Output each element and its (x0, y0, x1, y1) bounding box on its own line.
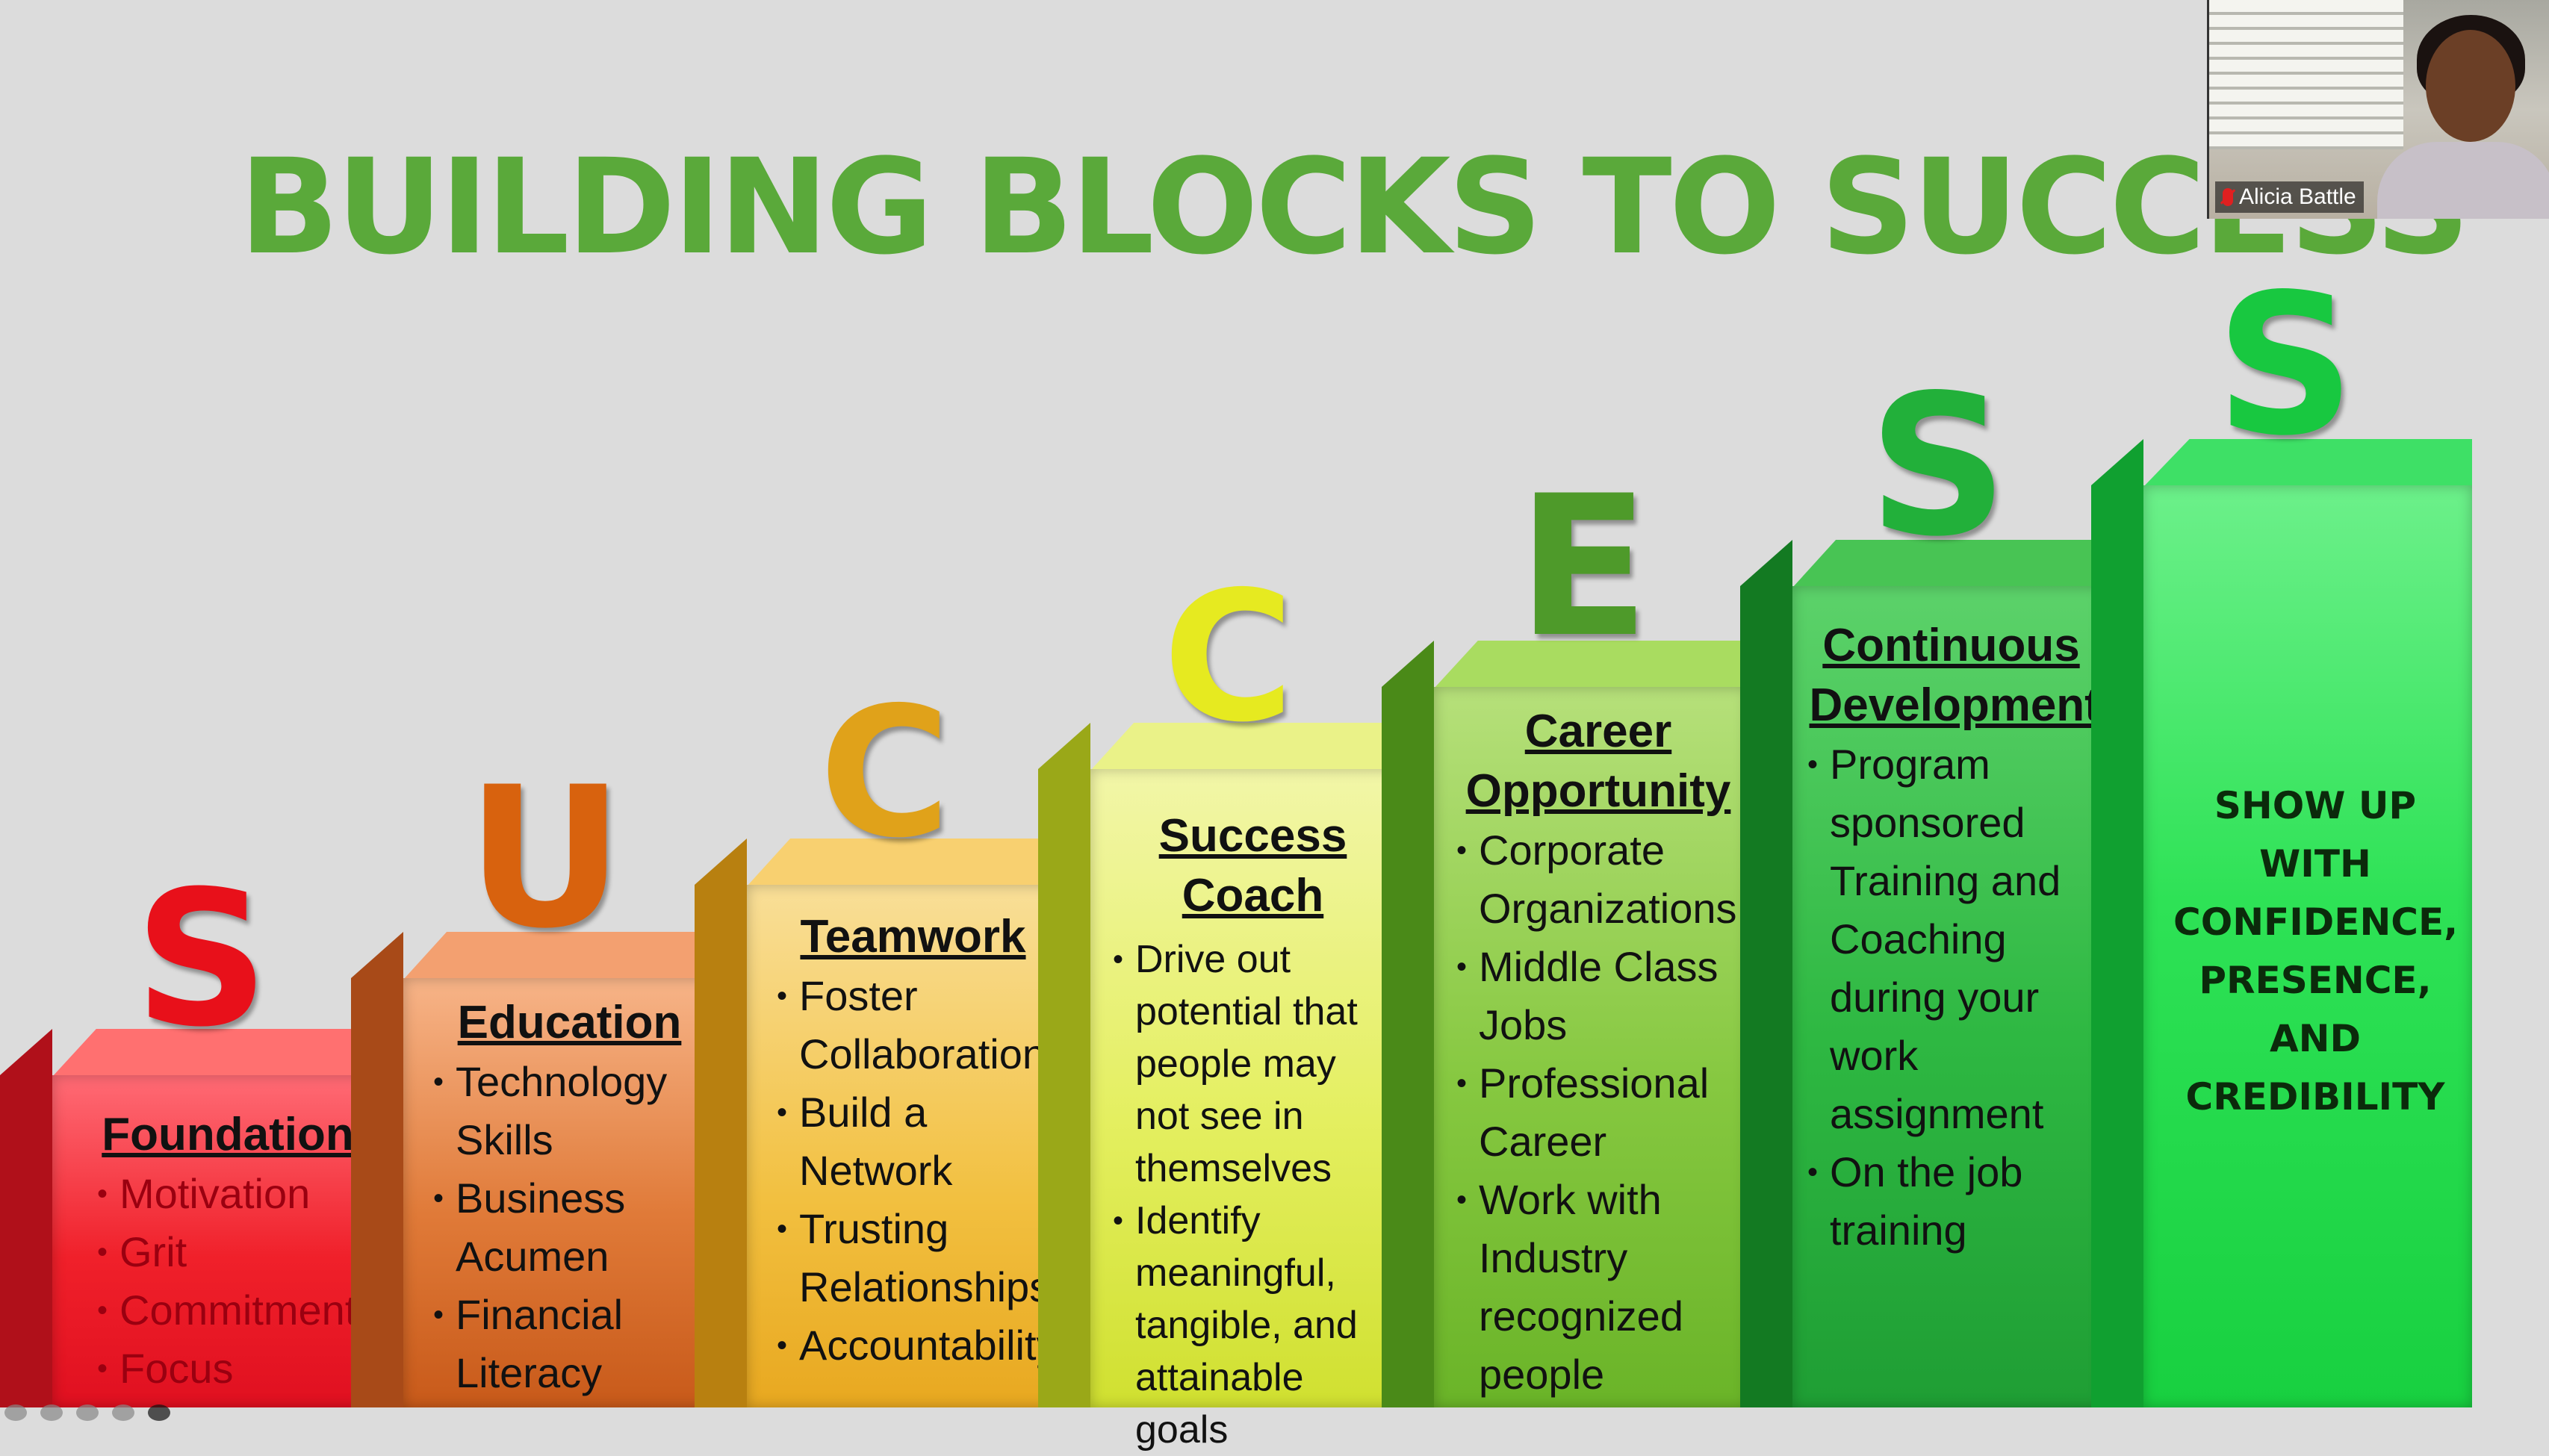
block-success-coach: C Success Coach Drive out potential that… (1038, 567, 1400, 1452)
participant-avatar (2426, 30, 2515, 142)
bullet: Trusting Relationships (777, 1200, 1050, 1316)
block-education: U Education Technology Skills Business A… (351, 762, 713, 1407)
letter-s-1: S (134, 850, 270, 1068)
block-foundation: S Foundation Motivation Grit Commitment … (0, 866, 366, 1407)
muted-mic-icon (2223, 188, 2233, 206)
pen-icon[interactable] (40, 1404, 63, 1421)
bullet: On the job training (1807, 1143, 2095, 1260)
bullet: Program sponsored Training and Coaching … (1807, 735, 2095, 1143)
bullet: Corporate Organizations (1456, 821, 1740, 938)
block-teamwork: C Teamwork Foster Collaboration Build a … (695, 683, 1058, 1407)
block-heading: Education (457, 997, 682, 1048)
block-statement: SHOW UP WITH CONFIDENCE, PRESENCE, AND C… (2173, 784, 2459, 1119)
bullet: Drive out potential that people may not … (1113, 933, 1393, 1195)
bullet: Foster Collaboration (777, 967, 1049, 1083)
zoom-icon[interactable] (76, 1404, 99, 1421)
letter-c-2: C (1162, 553, 1295, 762)
letter-c-1: C (819, 668, 951, 877)
block-career-opportunity: E Career Opportunity Corporate Organizat… (1382, 470, 1748, 1407)
more-icon[interactable] (112, 1404, 134, 1421)
participant-name: Alicia Battle (2239, 184, 2356, 209)
bullet: Technology Skills (433, 1053, 706, 1169)
letter-e: E (1517, 455, 1650, 680)
block-heading: Continuous Development (1809, 620, 2100, 731)
block-heading: Foundation (102, 1109, 354, 1160)
bullet: Business Acumen (433, 1169, 706, 1286)
participant-body (2377, 142, 2549, 219)
back-arrow-icon[interactable] (4, 1404, 27, 1421)
letter-s-3: S (2215, 253, 2356, 479)
letter-s-2: S (1868, 354, 2008, 579)
block-heading: Career Opportunity (1465, 706, 1731, 817)
block-show-up: S SHOW UP WITH CONFIDENCE, PRESENCE, AND… (2091, 269, 2472, 1407)
bullet: Focus (97, 1340, 358, 1398)
participant-name-tag: Alicia Battle (2215, 181, 2364, 213)
bullet: Accountability (777, 1316, 1058, 1375)
block-heading: Teamwork (800, 911, 1026, 962)
bullet: Commitment (97, 1281, 358, 1340)
participant-video-tile[interactable]: Alicia Battle (2207, 0, 2549, 219)
bullet: Work with Industry recognized people (1456, 1171, 1740, 1404)
letter-u: U (466, 746, 624, 971)
bullet: Middle Class Jobs (1456, 938, 1740, 1054)
bullet: Grit (97, 1223, 358, 1281)
block-continuous-development: S Continuous Development Program sponsor… (1740, 370, 2102, 1407)
slide-title: BUILDING BLOCKS TO SUCCESS (239, 131, 2470, 284)
forward-arrow-icon[interactable] (148, 1404, 170, 1421)
window-blinds (2209, 0, 2403, 149)
bullet: Financial Literacy (433, 1286, 706, 1402)
bullet: Motivation (97, 1165, 358, 1223)
bullet: Professional Career (1456, 1054, 1740, 1171)
bullet: Identify meaningful, tangible, and attai… (1113, 1195, 1393, 1456)
bullet: Build a Network (777, 1083, 1049, 1200)
block-heading: Success Coach (1158, 810, 1347, 921)
presentation-toolbar (0, 1401, 273, 1424)
